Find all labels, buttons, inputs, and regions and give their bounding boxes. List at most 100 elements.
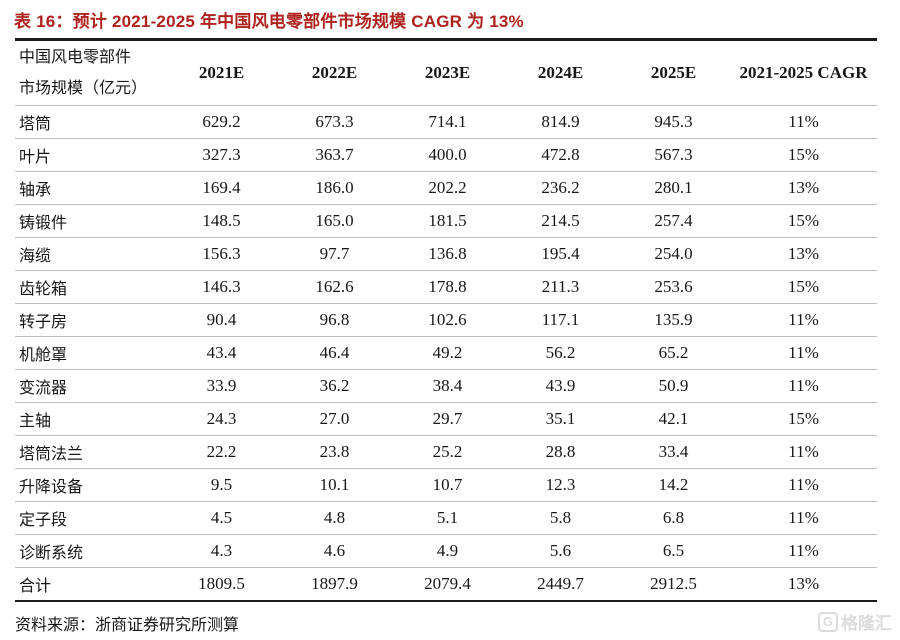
cagr-value: 11% xyxy=(730,336,877,370)
header-col-2023e: 2023E xyxy=(424,63,471,82)
cell-value: 10.1 xyxy=(278,468,391,502)
watermark-logo: G 格隆汇 xyxy=(817,609,892,634)
cell-value: 10.7 xyxy=(391,468,504,502)
cell-value: 4.6 xyxy=(278,534,391,568)
cell-value: 169.4 xyxy=(165,171,278,205)
table-row: 变流器 33.9 36.2 38.4 43.9 50.9 11% xyxy=(15,369,877,403)
cell-value: 50.9 xyxy=(617,369,730,403)
cell-value: 1809.5 xyxy=(165,567,278,601)
cell-value: 202.2 xyxy=(391,171,504,205)
row-label: 变流器 xyxy=(15,369,165,403)
row-label: 转子房 xyxy=(15,303,165,337)
cell-value: 90.4 xyxy=(165,303,278,337)
cell-value: 146.3 xyxy=(165,270,278,304)
header-col-2021e: 2021E xyxy=(198,63,245,82)
cell-value: 363.7 xyxy=(278,138,391,172)
header-label-line1: 中国风电零部件 xyxy=(19,48,132,66)
cell-value: 156.3 xyxy=(165,237,278,271)
row-label: 齿轮箱 xyxy=(15,270,165,304)
cell-value: 36.2 xyxy=(278,369,391,403)
cell-value: 12.3 xyxy=(504,468,617,502)
header-label-line2: 市场规模（亿元） xyxy=(19,80,148,97)
cell-value: 236.2 xyxy=(504,171,617,205)
cell-value: 33.4 xyxy=(617,435,730,469)
cell-value: 29.7 xyxy=(391,402,504,436)
cell-value: 4.8 xyxy=(278,501,391,535)
cell-value: 49.2 xyxy=(391,336,504,370)
cell-value: 253.6 xyxy=(617,270,730,304)
table-title: 表 16：预计 2021-2025 年中国风电零部件市场规模 CAGR 为 13… xyxy=(14,12,524,31)
cell-value: 28.8 xyxy=(504,435,617,469)
table-row: 定子段 4.5 4.8 5.1 5.8 6.8 11% xyxy=(15,501,877,535)
table-row: 诊断系统 4.3 4.6 4.9 5.6 6.5 11% xyxy=(15,534,877,568)
cell-value: 945.3 xyxy=(617,105,730,139)
cell-value: 162.6 xyxy=(278,270,391,304)
cagr-value: 15% xyxy=(730,402,877,436)
table-body: 塔筒 629.2 673.3 714.1 814.9 945.3 11% 叶片 327.3 363… xyxy=(15,105,877,601)
header-label-cell: 中国风电零部件 市场规模（亿元） xyxy=(15,40,165,106)
cell-value: 214.5 xyxy=(504,204,617,238)
cell-value: 56.2 xyxy=(504,336,617,370)
cell-value: 2912.5 xyxy=(617,567,730,601)
cell-value: 136.8 xyxy=(391,237,504,271)
row-label: 主轴 xyxy=(15,402,165,436)
cagr-value: 11% xyxy=(730,534,877,568)
cell-value: 5.1 xyxy=(391,501,504,535)
cell-value: 42.1 xyxy=(617,402,730,436)
cell-value: 38.4 xyxy=(391,369,504,403)
row-label: 叶片 xyxy=(15,138,165,172)
cell-value: 178.8 xyxy=(391,270,504,304)
cell-value: 6.8 xyxy=(617,501,730,535)
row-label: 铸锻件 xyxy=(15,204,165,238)
data-table: 中国风电零部件 市场规模（亿元） 2021E 2022E 2023E 2024E… xyxy=(15,38,877,602)
cell-value: 567.3 xyxy=(617,138,730,172)
cagr-value: 11% xyxy=(730,105,877,139)
cell-value: 43.9 xyxy=(504,369,617,403)
cell-value: 2079.4 xyxy=(391,567,504,601)
cagr-value: 11% xyxy=(730,435,877,469)
cell-value: 814.9 xyxy=(504,105,617,139)
cagr-value: 15% xyxy=(730,138,877,172)
cell-value: 33.9 xyxy=(165,369,278,403)
header-col-cagr: 2021-2025 CAGR xyxy=(739,63,868,82)
header-col-2022e: 2022E xyxy=(311,63,358,82)
table-row: 海缆 156.3 97.7 136.8 195.4 254.0 13% xyxy=(15,237,877,271)
gelonghui-g-icon: G xyxy=(817,611,838,632)
cell-value: 24.3 xyxy=(165,402,278,436)
table-row: 主轴 24.3 27.0 29.7 35.1 42.1 15% xyxy=(15,402,877,436)
row-label: 塔筒法兰 xyxy=(15,435,165,469)
cagr-value: 15% xyxy=(730,270,877,304)
cell-value: 181.5 xyxy=(391,204,504,238)
cell-value: 46.4 xyxy=(278,336,391,370)
header-row: 中国风电零部件 市场规模（亿元） 2021E 2022E 2023E 2024E… xyxy=(15,40,877,106)
cell-value: 400.0 xyxy=(391,138,504,172)
cagr-value: 11% xyxy=(730,369,877,403)
cell-value: 327.3 xyxy=(165,138,278,172)
source-note: 资料来源：浙商证券研究所测算 xyxy=(15,617,240,634)
cell-value: 1897.9 xyxy=(278,567,391,601)
table-row: 转子房 90.4 96.8 102.6 117.1 135.9 11% xyxy=(15,303,877,337)
cell-value: 5.8 xyxy=(504,501,617,535)
row-label: 定子段 xyxy=(15,501,165,535)
cell-value: 35.1 xyxy=(504,402,617,436)
cell-value: 195.4 xyxy=(504,237,617,271)
cell-value: 165.0 xyxy=(278,204,391,238)
total-row: 合计 1809.5 1897.9 2079.4 2449.7 2912.5 13% xyxy=(15,567,877,601)
table-row: 齿轮箱 146.3 162.6 178.8 211.3 253.6 15% xyxy=(15,270,877,304)
cell-value: 4.3 xyxy=(165,534,278,568)
cagr-value: 11% xyxy=(730,303,877,337)
cell-value: 148.5 xyxy=(165,204,278,238)
table-row: 塔筒法兰 22.2 23.8 25.2 28.8 33.4 11% xyxy=(15,435,877,469)
cagr-value: 13% xyxy=(730,237,877,271)
cagr-value: 15% xyxy=(730,204,877,238)
cell-value: 6.5 xyxy=(617,534,730,568)
cell-value: 9.5 xyxy=(165,468,278,502)
cagr-value: 11% xyxy=(730,468,877,502)
row-label: 轴承 xyxy=(15,171,165,205)
cell-value: 280.1 xyxy=(617,171,730,205)
row-label: 合计 xyxy=(15,567,165,601)
cell-value: 186.0 xyxy=(278,171,391,205)
cell-value: 96.8 xyxy=(278,303,391,337)
cagr-value: 13% xyxy=(730,567,877,601)
